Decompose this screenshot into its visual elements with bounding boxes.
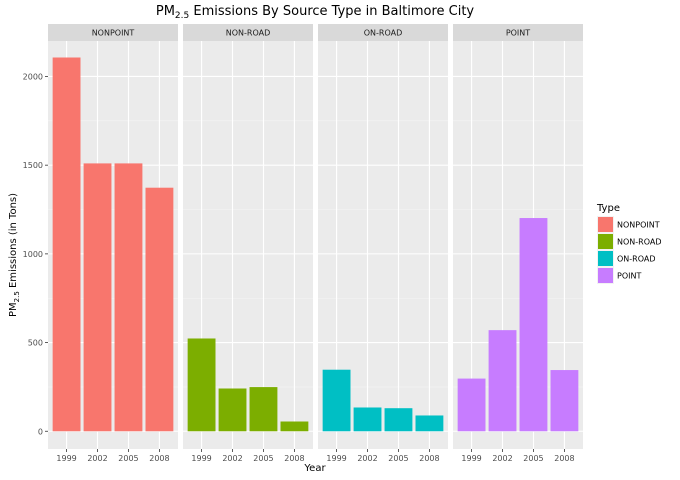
legend-swatch-nonpoint <box>598 217 613 232</box>
facet-strip-label: POINT <box>506 29 530 38</box>
bar-point-1999 <box>457 378 486 432</box>
x-tick-label: 1999 <box>191 454 211 463</box>
y-tick-label: 1500 <box>23 161 43 170</box>
x-tick-label: 2002 <box>492 454 512 463</box>
y-tick-label: 1000 <box>23 250 43 259</box>
x-tick-label: 2008 <box>284 454 304 463</box>
bar-non-road-2008 <box>280 421 309 432</box>
bar-nonpoint-2008 <box>145 187 174 432</box>
bar-point-2008 <box>550 370 579 432</box>
x-tick-label: 2008 <box>419 454 439 463</box>
legend: Type NONPOINT NON-ROAD ON-ROAD POINT <box>596 203 662 284</box>
legend-label-nonpoint: NONPOINT <box>617 221 660 230</box>
bar-non-road-2002 <box>218 388 247 432</box>
x-tick-label: 2005 <box>118 454 138 463</box>
x-tick-label: 2008 <box>149 454 169 463</box>
legend-label-point: POINT <box>617 272 641 281</box>
x-tick-label: 1999 <box>461 454 481 463</box>
bar-nonpoint-2002 <box>83 163 112 432</box>
chart-title: PM2.5 Emissions By Source Type in Baltim… <box>156 4 475 21</box>
y-tick-label: 500 <box>28 339 43 348</box>
facet-panels: NONPOINT 1999 2002 2005 2008 NON-ROAD 1999 2002… <box>48 24 583 463</box>
x-tick-label: 2002 <box>222 454 242 463</box>
legend-swatch-on-road <box>598 251 613 266</box>
bar-on-road-2005 <box>384 408 413 432</box>
y-tick-label: 2000 <box>23 72 43 81</box>
bar-non-road-1999 <box>187 338 216 432</box>
x-tick-label: 2008 <box>554 454 574 463</box>
x-tick-label: 2005 <box>388 454 408 463</box>
x-tick-label: 1999 <box>56 454 76 463</box>
legend-label-non-road: NON-ROAD <box>617 238 662 247</box>
facet-strip <box>48 24 178 41</box>
y-axis-title: PM2.5 Emissions (in Tons) <box>8 193 21 317</box>
bar-on-road-1999 <box>322 369 351 432</box>
facet-panel-nonpoint: NONPOINT 1999 2002 2005 2008 <box>48 24 178 463</box>
legend-title: Type <box>596 203 620 214</box>
facet-panel-non-road: NON-ROAD 1999 2002 2005 2008 <box>183 24 313 463</box>
facet-strip-label: NONPOINT <box>92 29 135 38</box>
legend-swatch-point <box>598 268 613 283</box>
facet-panel-on-road: ON-ROAD 1999 2002 2005 2008 <box>318 24 448 463</box>
bar-on-road-2008 <box>415 415 444 432</box>
facet-panel-point: POINT 1999 2002 2005 2008 <box>453 24 583 463</box>
y-axis: 0 500 1000 1500 2000 <box>23 72 48 436</box>
x-tick-label: 2002 <box>357 454 377 463</box>
x-tick-label: 1999 <box>326 454 346 463</box>
x-tick-label: 2002 <box>87 454 107 463</box>
facet-strip <box>453 24 583 41</box>
bar-point-2002 <box>488 330 517 432</box>
bar-non-road-2005 <box>249 387 278 432</box>
facet-strip <box>318 24 448 41</box>
x-tick-label: 2005 <box>253 454 273 463</box>
legend-swatch-non-road <box>598 234 613 249</box>
bar-nonpoint-2005 <box>114 163 143 432</box>
bar-point-2005 <box>519 218 548 432</box>
bar-nonpoint-1999 <box>52 57 81 432</box>
facet-strip-label: NON-ROAD <box>226 29 271 38</box>
facet-strip <box>183 24 313 41</box>
legend-label-on-road: ON-ROAD <box>617 255 656 264</box>
x-axis-title: Year <box>303 463 326 474</box>
facet-strip-label: ON-ROAD <box>364 29 403 38</box>
y-tick-label: 0 <box>38 427 43 436</box>
bar-on-road-2002 <box>353 407 382 432</box>
x-tick-label: 2005 <box>523 454 543 463</box>
